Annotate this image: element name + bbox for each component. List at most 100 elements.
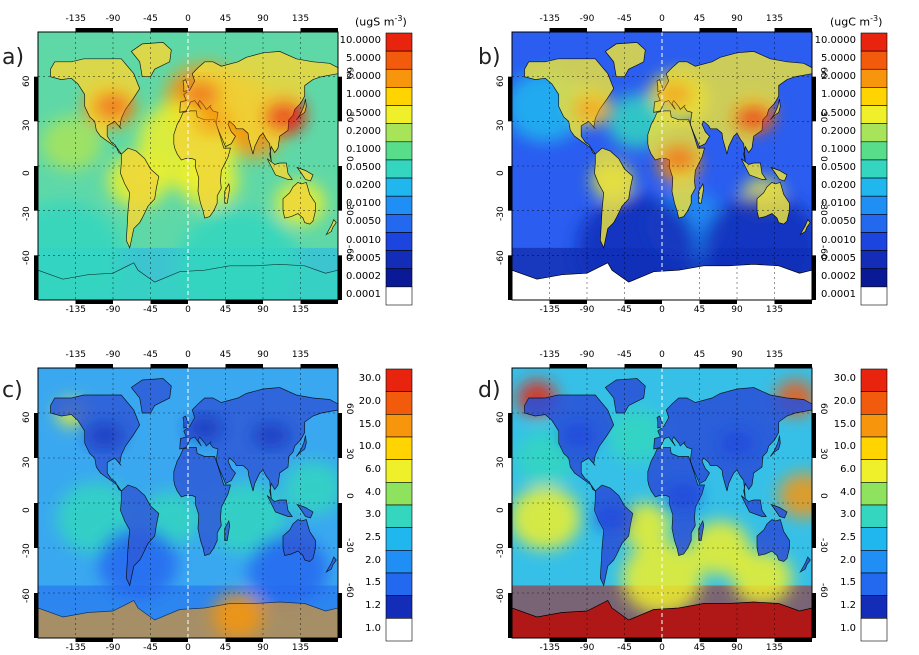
colorbar-swatch: [860, 527, 888, 551]
colorbar: [860, 32, 888, 306]
frame-tick-band: [300, 300, 338, 304]
colorbar-swatch: [385, 232, 413, 251]
coastline-japan: [770, 98, 781, 121]
frame-tick-band: [508, 255, 512, 300]
field-hotspot: [560, 423, 597, 448]
lon-tick-label: -135: [65, 14, 86, 24]
colorbar-label: 1.0000: [821, 89, 856, 101]
lat-tick-label: 60: [496, 75, 506, 87]
lon-tick-label: -90: [105, 305, 121, 315]
field-blob: [41, 116, 102, 171]
frame-tick-band: [508, 413, 512, 458]
colorbar-label: 6.0: [840, 464, 856, 475]
colorbar-swatch: [385, 268, 413, 288]
lat-tick-label: -60: [496, 588, 506, 603]
lat-tick-label: -30: [344, 538, 354, 553]
coastline-indonesia: [266, 158, 293, 180]
frame-tick-band: [338, 255, 342, 300]
colorbar-swatch: [860, 159, 888, 179]
colorbar-label: 20.0: [833, 396, 856, 407]
lat-tick-label: 0: [818, 156, 828, 162]
coastline-nz: [325, 218, 337, 236]
field-blob: [283, 461, 338, 515]
colorbar-label: 0.0010: [346, 234, 381, 246]
frame-tick-band: [508, 503, 512, 548]
colorbar-label: 0.0100: [821, 198, 856, 210]
lon-tick-label: 45: [693, 14, 706, 24]
colorbar-swatch: [860, 368, 888, 392]
coastline-eurasia: [653, 51, 812, 162]
colorbar-label: 4.0: [840, 486, 856, 498]
lon-tick-label: 45: [693, 350, 706, 360]
frame-tick-band: [150, 364, 188, 368]
lon-tick-label: 45: [219, 14, 232, 24]
frame-tick-band: [508, 593, 512, 638]
lat-tick-label: -30: [818, 200, 828, 216]
colorbar-label: 1.2: [840, 600, 856, 611]
frame-tick-band: [150, 28, 188, 32]
lon-tick-label: 135: [291, 350, 310, 360]
frame-tick-band: [225, 638, 263, 642]
lon-tick-label: -135: [539, 350, 560, 360]
colorbar-label: 0.5000: [346, 107, 381, 119]
colorbar-unit: (ugS m-3): [355, 14, 407, 29]
field-hotspot: [594, 506, 630, 530]
frame-tick-band: [699, 638, 737, 642]
lat-tick-label: 0: [818, 493, 828, 499]
unit-close: ): [402, 15, 407, 29]
coastline-indonesia: [266, 495, 293, 517]
lon-tick-label: 0: [185, 305, 191, 315]
frame-tick-band: [34, 593, 38, 638]
frame-tick-band: [75, 300, 113, 304]
field-hotspot: [735, 106, 772, 131]
frame-tick-band: [812, 413, 816, 458]
colorbar-swatch: [385, 286, 413, 306]
frame-tick-band: [812, 166, 816, 211]
colorbar-swatch: [385, 50, 413, 70]
colorbar-swatch: [385, 391, 413, 415]
lon-tick-label: 45: [693, 305, 706, 315]
colorbar-swatch: [385, 459, 413, 483]
colorbar-label: 1.5: [840, 577, 856, 589]
lat-tick-label: -30: [818, 538, 828, 553]
colorbar-label: 3.0: [840, 509, 856, 521]
frame-tick-band: [338, 76, 342, 122]
colorbar-swatch: [860, 595, 888, 619]
frame-tick-band: [300, 28, 338, 32]
colorbar-swatch: [385, 550, 413, 574]
lon-tick-label: 135: [765, 14, 784, 24]
world-map: [508, 28, 816, 304]
colorbar-swatch: [860, 618, 888, 642]
colorbar-label: 30.0: [833, 373, 856, 385]
colorbar-swatch: [860, 572, 888, 596]
lat-tick-label: 30: [344, 448, 354, 460]
lon-tick-label: 0: [659, 14, 665, 24]
colorbar-swatch: [385, 123, 413, 143]
lon-tick-label: -135: [65, 305, 86, 315]
colorbar-label: 0.0500: [821, 162, 856, 173]
coastline-japan: [296, 435, 307, 457]
colorbar-label: 0.0001: [346, 288, 381, 300]
colorbar-label: 2.5: [365, 532, 381, 543]
frame-tick-band: [34, 166, 38, 211]
colorbar-label: 3.0: [365, 509, 381, 521]
lon-tick-label: -45: [617, 305, 632, 315]
field-hotspot: [664, 483, 701, 508]
lon-tick-label: -45: [143, 305, 158, 315]
lat-tick-label: -60: [818, 245, 828, 261]
colorbar-label: 0.0005: [821, 252, 856, 264]
colorbar-swatch: [860, 391, 888, 415]
lat-tick-label: -30: [22, 543, 32, 558]
colorbar-swatch: [385, 618, 413, 642]
coastline-japan: [770, 435, 781, 457]
lat-tick-label: -30: [496, 543, 506, 558]
colorbar-label: 0.0200: [346, 180, 381, 192]
colorbar-label: 30.0: [358, 373, 381, 385]
colorbar-label: 10.0: [833, 441, 856, 453]
colorbar-swatch: [860, 32, 888, 52]
frame-tick-band: [549, 638, 587, 642]
colorbar-label: 5.0000: [821, 53, 856, 65]
frame-tick-band: [812, 255, 816, 300]
unit-text: (ugS m: [355, 15, 395, 29]
colorbar-swatch: [860, 436, 888, 460]
